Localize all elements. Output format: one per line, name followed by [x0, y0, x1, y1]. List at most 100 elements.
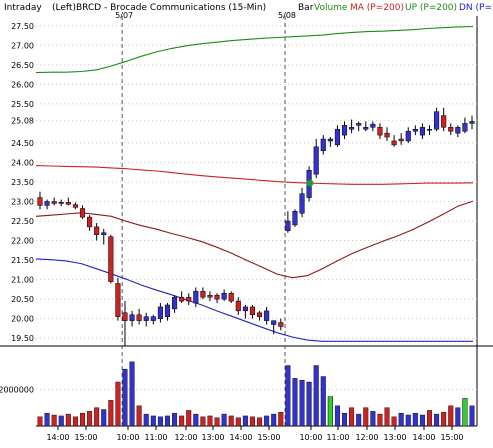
- time-tick-label: 14:00: [229, 433, 252, 442]
- price-tick-label: 27.50: [11, 22, 34, 31]
- candle-body: [51, 201, 57, 204]
- candle-body: [349, 127, 355, 130]
- price-tick-label: 21.50: [11, 256, 34, 265]
- volume-bar: [313, 365, 319, 427]
- volume-bar: [164, 415, 170, 427]
- time-tick-label: 15:00: [440, 433, 463, 442]
- price-tick-label: 26.50: [11, 61, 34, 70]
- price-tick-label: 26.00: [11, 80, 34, 89]
- candle-body: [58, 202, 64, 204]
- volume-bar: [143, 413, 149, 427]
- volume-bar: [65, 413, 71, 427]
- header-mode: Intraday: [4, 3, 42, 13]
- candle-body: [129, 314, 135, 321]
- price-tick-label: 19.50: [11, 334, 34, 343]
- volume-bar: [363, 407, 369, 427]
- candle-body: [186, 296, 192, 302]
- candle-body: [101, 232, 107, 235]
- header-dn-label: DN (P=20: [459, 3, 493, 13]
- candle-body: [72, 204, 78, 208]
- header-symbol: BRCD - Brocade Communications (15-Min): [76, 3, 266, 13]
- volume-bar: [136, 405, 142, 427]
- candle-body: [327, 138, 333, 142]
- candle-body: [143, 316, 149, 321]
- candle-body: [79, 208, 86, 218]
- volume-bar: [115, 381, 121, 427]
- volume-bar: [264, 415, 270, 427]
- volume-bar: [285, 365, 291, 427]
- candle-body: [320, 138, 326, 151]
- header-up-label: UP (P=200): [405, 3, 457, 13]
- volume-bar: [441, 412, 447, 427]
- time-tick-label: 11:00: [144, 433, 167, 442]
- volume-bar: [405, 414, 411, 427]
- volume-bar: [94, 407, 100, 427]
- volume-bar: [398, 412, 404, 427]
- candle-body: [455, 127, 461, 134]
- volume-bar: [207, 415, 213, 427]
- volume-bar: [271, 413, 277, 427]
- price-tick-label: 23.50: [11, 178, 34, 187]
- candle-body: [370, 123, 376, 128]
- volume-bar: [419, 414, 425, 427]
- candle-body: [462, 123, 468, 132]
- volume-bar: [101, 409, 107, 427]
- band-line-1: [35, 25, 474, 74]
- price-tick-label: 21.00: [11, 276, 34, 285]
- candle-body: [469, 121, 475, 124]
- candle-body: [341, 125, 348, 136]
- volume-bar: [179, 415, 185, 427]
- candle-body: [207, 294, 213, 298]
- volume-bar: [193, 413, 199, 427]
- volume-bar: [249, 416, 255, 427]
- volume-bar: [455, 407, 461, 427]
- volume-bar: [37, 416, 43, 427]
- volume-bar: [377, 413, 383, 427]
- candle-body: [164, 304, 171, 317]
- volume-bar: [427, 410, 433, 427]
- candle-body: [391, 140, 397, 146]
- candle-body: [235, 300, 241, 312]
- candle-body: [434, 111, 440, 130]
- candle-body: [398, 138, 404, 142]
- candle-body: [44, 201, 50, 206]
- time-tick-label: 12:00: [355, 433, 378, 442]
- candle-body: [179, 296, 185, 302]
- volume-bar: [349, 407, 355, 427]
- volume-bar: [320, 376, 326, 427]
- volume-bar: [384, 407, 390, 427]
- volume-bar-highlight: [462, 398, 468, 427]
- price-tick-label: 23.00: [11, 198, 34, 207]
- signal-marker: [306, 179, 314, 187]
- price-tick-label: 24.00: [11, 158, 34, 167]
- volume-bar: [221, 413, 227, 427]
- candle-body: [242, 306, 248, 312]
- candle-body: [108, 236, 114, 282]
- header-ma-label: MA (P=200): [350, 3, 404, 13]
- volume-bar: [356, 413, 362, 427]
- candle-body: [37, 197, 43, 206]
- time-tick-label: 10:00: [116, 433, 139, 442]
- price-tick-label: 20.50: [11, 295, 34, 304]
- price-tick-label: 25.50: [11, 100, 34, 109]
- candle-body: [193, 291, 199, 304]
- volume-tick-label: 2000000: [0, 385, 34, 394]
- volume-bar: [51, 414, 57, 427]
- price-tick-label: 22.50: [11, 217, 34, 226]
- time-tick-label: 15:00: [257, 433, 280, 442]
- header-bar-label: Bar: [298, 3, 314, 13]
- volume-bar: [306, 381, 312, 427]
- candle-body: [426, 129, 433, 131]
- volume-bar: [412, 412, 418, 427]
- volume-bar: [72, 416, 78, 427]
- band-line-3: [35, 200, 474, 279]
- candle-body: [150, 316, 156, 321]
- volume-bar: [299, 379, 305, 427]
- volume-bar: [292, 378, 298, 427]
- volume-bar: [58, 415, 64, 427]
- candle-body: [214, 294, 220, 300]
- volume-bar: [108, 400, 114, 427]
- candle-body: [448, 127, 454, 132]
- candle-body: [292, 211, 298, 226]
